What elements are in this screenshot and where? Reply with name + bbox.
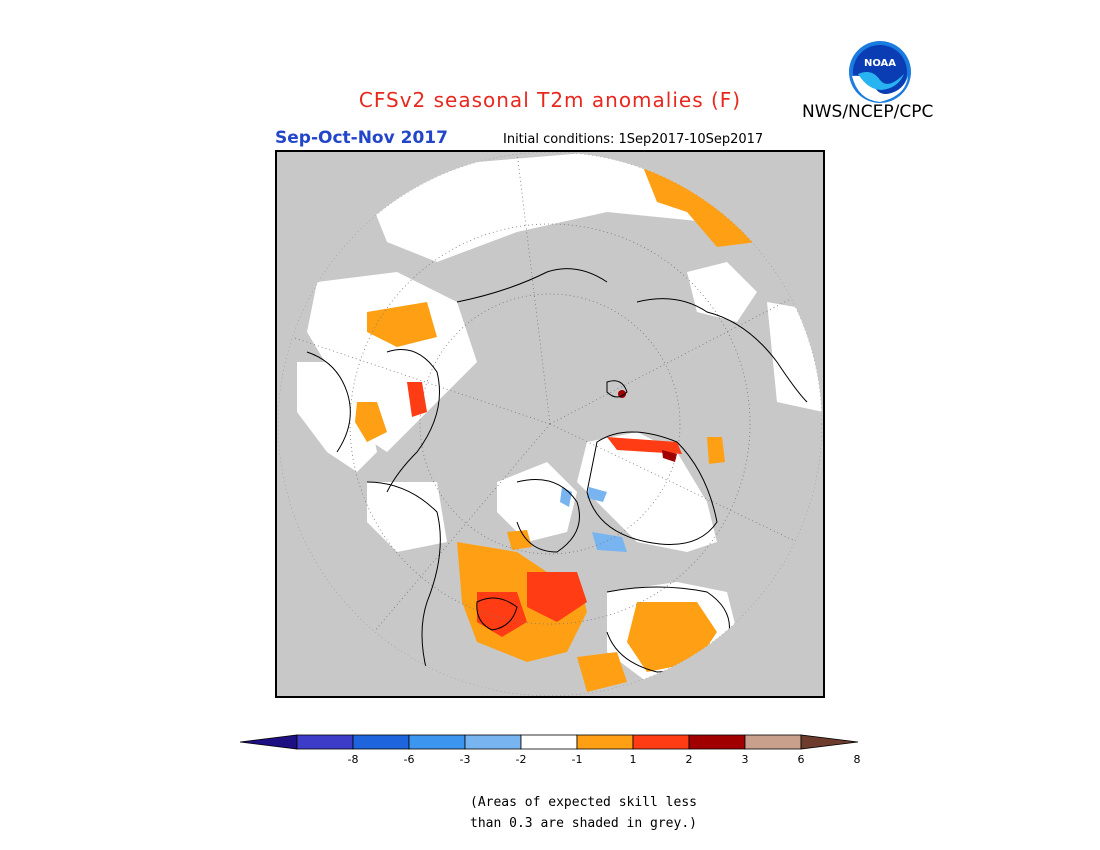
graticule	[278, 152, 822, 696]
legend-swatch	[744, 734, 802, 750]
legend-arrow-high	[800, 734, 859, 750]
chart-title: CFSv2 seasonal T2m anomalies (F)	[358, 88, 742, 112]
skill-note-line-1: (Areas of expected skill less	[470, 795, 697, 810]
season-label: Sep-Oct-Nov 2017	[275, 128, 448, 148]
legend-tick-label: 1	[630, 753, 637, 766]
legend-swatch	[296, 734, 354, 750]
legend-tick-label: -2	[516, 753, 527, 766]
skill-note-line-2: than 0.3 are shaded in grey.)	[470, 816, 697, 831]
warm-3-6-regions	[618, 390, 677, 462]
skill-note: (Areas of expected skill less than 0.3 a…	[470, 792, 730, 834]
legend-swatch	[464, 734, 522, 750]
legend-swatch	[408, 734, 466, 750]
legend-tick-label: 2	[686, 753, 693, 766]
legend-tick-label: -1	[572, 753, 583, 766]
legend-tick-label: -6	[404, 753, 415, 766]
legend-swatch	[632, 734, 690, 750]
legend-tick-label: 8	[854, 753, 861, 766]
agency-label: NWS/NCEP/CPC	[802, 102, 934, 122]
legend-tick-label: -8	[348, 753, 359, 766]
initial-conditions-label: Initial conditions: 1Sep2017-10Sep2017	[503, 132, 764, 147]
legend-swatch	[688, 734, 746, 750]
legend-swatch	[576, 734, 634, 750]
color-legend: -8 -6 -3 -2 -1 1 2 3 6 8	[239, 730, 870, 774]
legend-swatch	[520, 734, 578, 750]
noaa-logo-text: NOAA	[864, 58, 896, 69]
anomaly-map	[275, 150, 825, 698]
warm-2-3-regions	[407, 382, 682, 637]
legend-tick-label: -3	[460, 753, 471, 766]
legend-tick-label: 3	[742, 753, 749, 766]
noaa-logo: NOAA	[848, 40, 912, 104]
legend-tick-label: 6	[798, 753, 805, 766]
legend-arrow-low	[239, 734, 298, 750]
legend-swatch	[352, 734, 410, 750]
cool-anomaly-regions	[560, 487, 627, 552]
